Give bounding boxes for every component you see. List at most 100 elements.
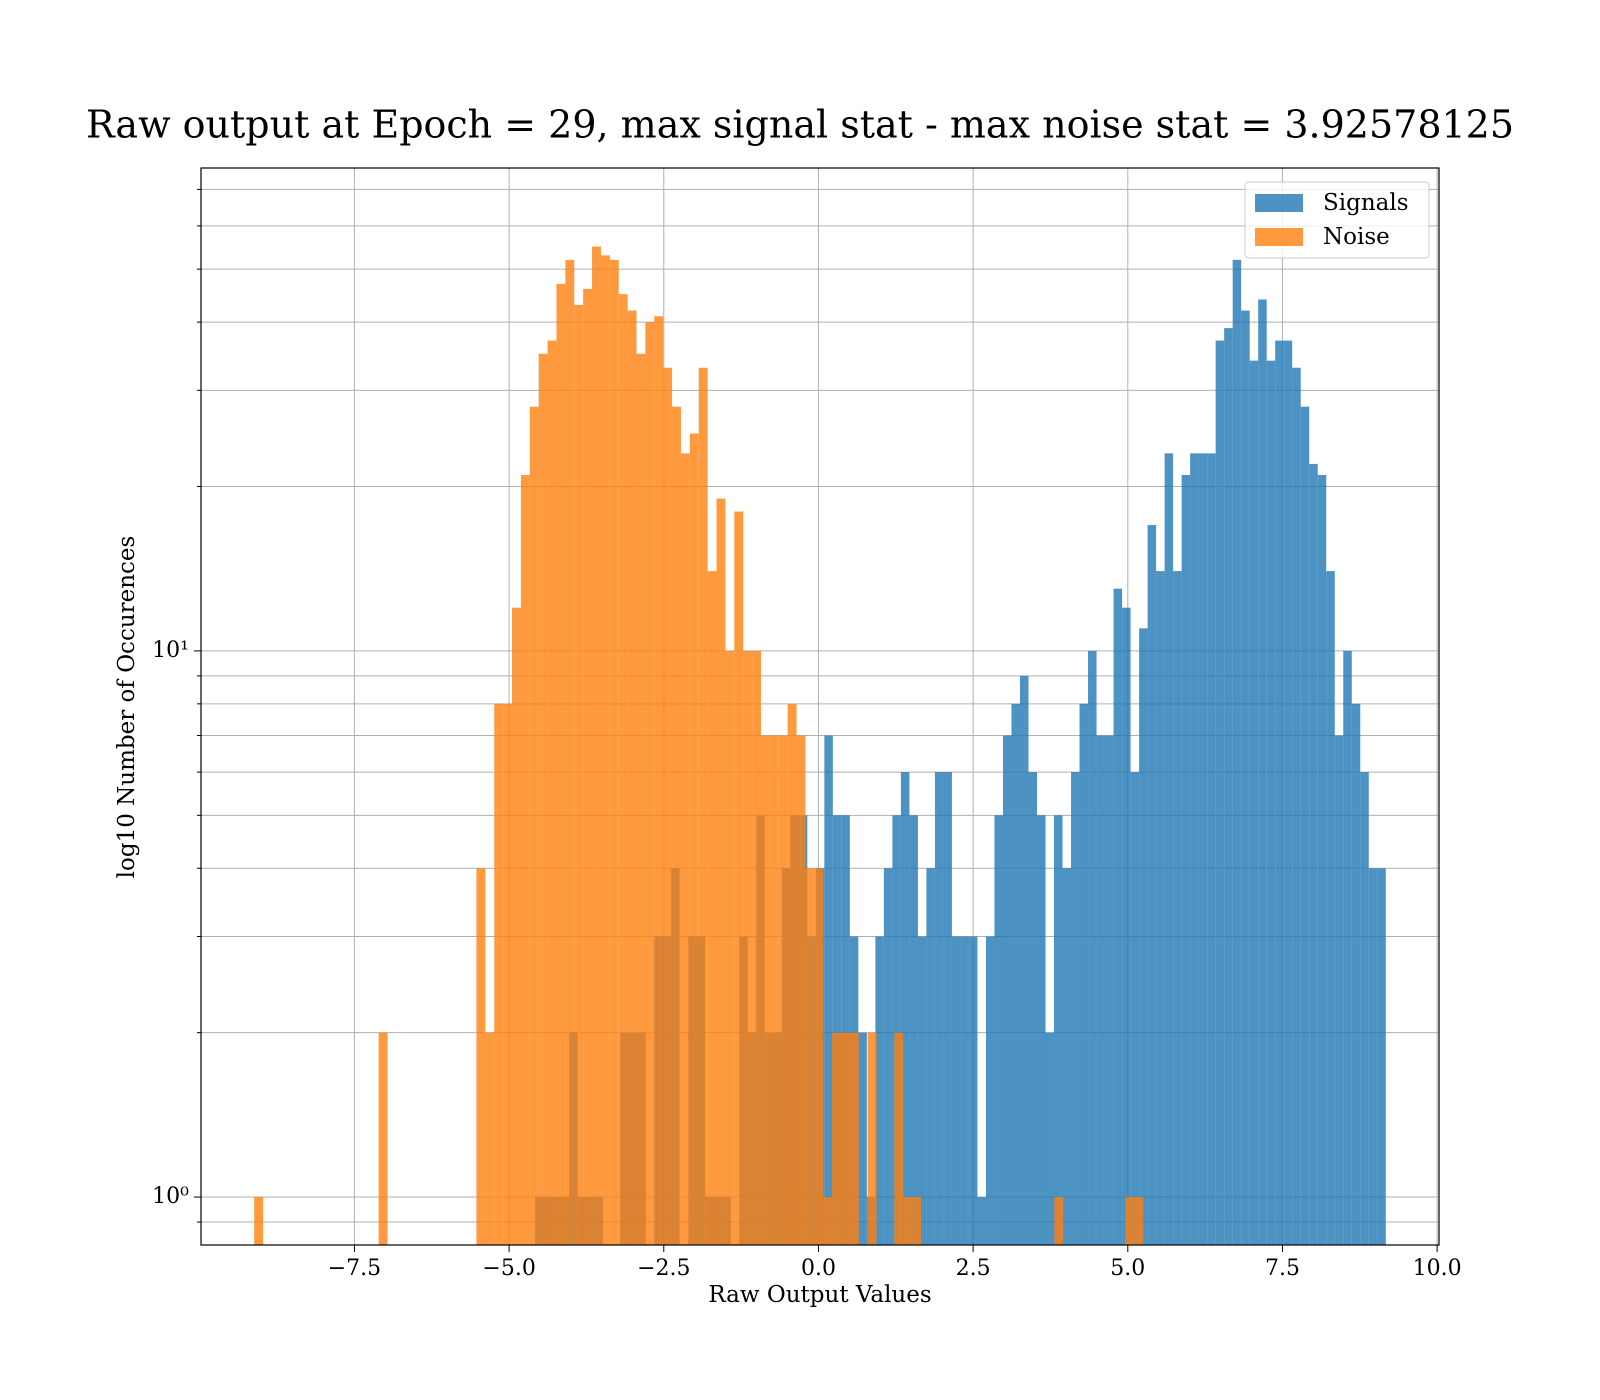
histogram-bar [1164, 453, 1174, 1245]
histogram-bar [1045, 1032, 1055, 1245]
histogram-bar [1079, 703, 1089, 1245]
histogram-bar [1309, 463, 1318, 1245]
histogram-bar [1207, 453, 1216, 1245]
bars [254, 246, 1386, 1246]
histogram-bar [378, 1032, 388, 1245]
histogram-bar [1096, 735, 1106, 1245]
histogram-bar [787, 703, 797, 1245]
legend-swatch [1255, 228, 1303, 246]
histogram-bar [689, 433, 699, 1246]
histogram-bar [1105, 735, 1114, 1245]
plot-frame [200, 167, 1440, 1246]
histogram-bar [663, 367, 673, 1245]
histogram-bar [1343, 650, 1352, 1245]
histogram-bar [529, 406, 539, 1246]
histogram-bar [977, 1197, 986, 1245]
histogram-bar [1317, 474, 1327, 1245]
histogram-bar [1125, 1197, 1135, 1245]
histogram-bar [1198, 453, 1208, 1245]
histogram-bar [1258, 299, 1267, 1245]
histogram-bar [824, 735, 833, 1245]
legend-label: Noise [1323, 224, 1390, 250]
histogram-bar [875, 936, 884, 1245]
histogram-bar [951, 936, 961, 1245]
histogram-bar [1275, 340, 1284, 1246]
histogram-bar [1113, 588, 1123, 1245]
histogram-bar [1173, 571, 1182, 1245]
histogram-bar [912, 1197, 922, 1245]
histogram-bar [994, 815, 1003, 1245]
y-tick-label: 10¹ [152, 638, 189, 663]
histogram-bar [1190, 453, 1199, 1245]
histogram-bar [485, 1032, 495, 1245]
histogram-bar [917, 936, 927, 1245]
histogram-bar [934, 772, 944, 1245]
histogram-bar [1224, 328, 1233, 1246]
histogram-bar [1334, 735, 1344, 1245]
histogram-bar [903, 1197, 913, 1245]
histogram-bar [1147, 525, 1157, 1245]
histogram-bar [1351, 703, 1361, 1245]
histogram-bar [841, 815, 850, 1245]
histogram-bar [1241, 310, 1250, 1245]
histogram-bar [618, 294, 628, 1245]
x-tick-label: 10.0 [1413, 1256, 1462, 1281]
legend-label: Signals [1323, 190, 1409, 216]
histogram-bar [883, 868, 893, 1245]
histogram-bar [654, 316, 664, 1245]
histogram-bar [1130, 772, 1140, 1245]
y-axis-label: log10 Number of Occurences [114, 536, 140, 879]
histogram-bar [680, 453, 690, 1245]
histogram-bar [1232, 259, 1242, 1245]
histogram-bar [574, 304, 584, 1245]
histogram-bar [512, 607, 521, 1245]
histogram-bar [698, 367, 708, 1245]
histogram-bar [814, 868, 824, 1245]
x-tick-label: −2.5 [637, 1256, 690, 1281]
histogram-bar [645, 322, 655, 1245]
histogram-bar [900, 772, 910, 1245]
histogram-bar [1368, 868, 1378, 1245]
histogram-bar [1249, 360, 1259, 1245]
histogram-bar [494, 703, 504, 1245]
histogram-bar [1300, 406, 1310, 1246]
histogram-bar [760, 735, 770, 1245]
y-tick-label: 10⁰ [152, 1184, 189, 1209]
histogram-bar [832, 815, 842, 1245]
histogram-bar [909, 815, 918, 1245]
histogram-bar [968, 936, 978, 1245]
x-tick-label: 2.5 [956, 1256, 991, 1281]
axes: −7.5 −5.0 −2.5 0.0 2.5 5.0 7.5 10.0 10⁰ 10¹ Signal… [152, 167, 1462, 1281]
histogram-bar [1088, 650, 1097, 1245]
histogram-bar [743, 650, 753, 1245]
histogram-bar [627, 310, 637, 1245]
histogram-bar [556, 283, 566, 1245]
histogram-bar [1283, 340, 1293, 1246]
histogram-bar [752, 650, 761, 1245]
histogram-bar [503, 703, 513, 1245]
histogram-bar [778, 735, 788, 1245]
histogram-bar [1377, 868, 1386, 1245]
histogram-bar [894, 1032, 904, 1245]
histogram-bar [254, 1197, 264, 1245]
histogram-bar [600, 255, 610, 1245]
histogram-bar [583, 288, 593, 1245]
histogram-bar [1002, 735, 1012, 1245]
histogram-bar [1071, 772, 1080, 1245]
histogram-bar [858, 1032, 867, 1245]
histogram-bar [592, 246, 601, 1245]
histogram-bar [823, 1197, 833, 1245]
histogram-bar [672, 406, 681, 1246]
histogram-bar [1054, 1197, 1064, 1245]
histogram-bar [892, 815, 901, 1245]
histogram-bar [547, 340, 557, 1246]
histogram-bar [538, 353, 548, 1245]
histogram-bar [840, 1032, 850, 1245]
histogram-bar [805, 868, 815, 1245]
histogram-bar [849, 1032, 859, 1245]
histogram-bar [565, 259, 575, 1245]
histogram-bar [796, 735, 806, 1245]
histogram-bar [769, 735, 779, 1245]
histogram-bar [832, 1032, 841, 1245]
histogram-bar [636, 353, 646, 1245]
